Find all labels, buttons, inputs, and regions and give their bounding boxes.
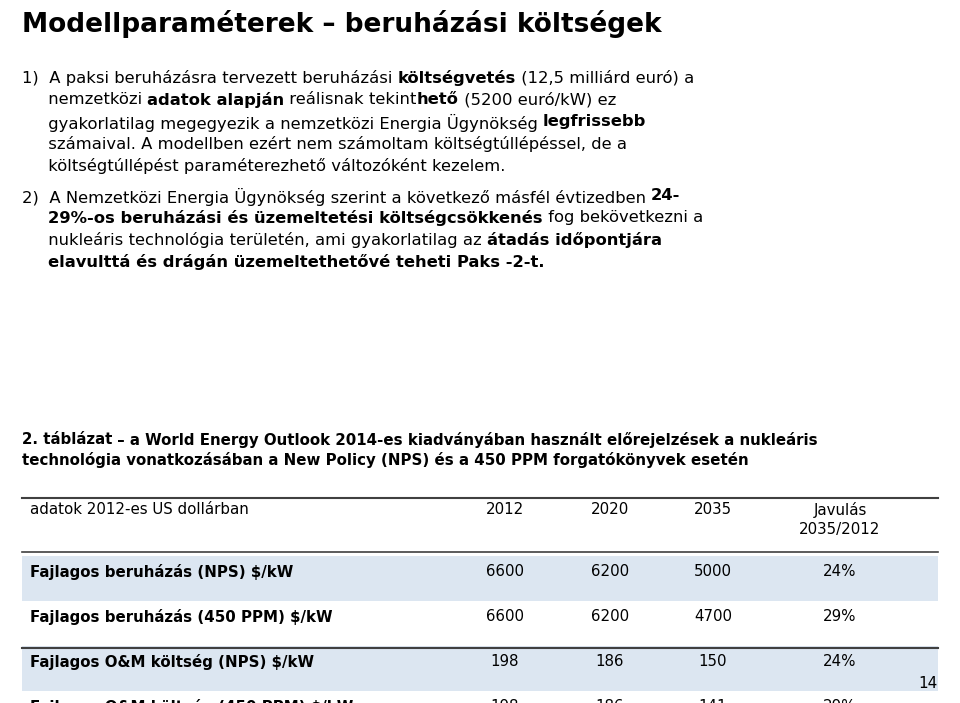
Text: 1)  A paksi beruházásra tervezett beruházási: 1) A paksi beruházásra tervezett beruház… [22, 70, 397, 86]
Text: elavulttá és drágán üzemeltethetővé teheti Paks -2-t.: elavulttá és drágán üzemeltethetővé tehe… [48, 254, 544, 270]
Text: gyakorlatilag megegyezik a nemzetközi Energia Ügynökség: gyakorlatilag megegyezik a nemzetközi En… [22, 114, 543, 132]
Bar [22, 691, 938, 703]
Text: költségtúllépést paraméterezhető változóként kezelem.: költségtúllépést paraméterezhető változó… [22, 158, 505, 174]
Text: 2035: 2035 [694, 502, 732, 517]
Text: 6600: 6600 [486, 609, 524, 624]
Text: 29%-os beruházási és üzemeltetési költségcsökkenés: 29%-os beruházási és üzemeltetési költsé… [48, 210, 542, 226]
Text: reálisnak tekint: reálisnak tekint [284, 92, 417, 107]
Text: átadás időpontjára: átadás időpontjára [487, 232, 662, 248]
Text: fog bekövetkezni a: fog bekövetkezni a [542, 210, 703, 225]
Text: 6200: 6200 [591, 564, 629, 579]
Text: 2)  A Nemzetközi Energia Ügynökség szerint a következő másfél évtizedben: 2) A Nemzetközi Energia Ügynökség szerin… [22, 188, 651, 206]
Text: 4700: 4700 [694, 609, 732, 624]
Text: Modellparaméterek – beruházási költségek: Modellparaméterek – beruházási költségek [22, 10, 661, 38]
Text: adatok alapján: adatok alapján [148, 92, 284, 108]
Text: 2035/2012: 2035/2012 [800, 522, 880, 537]
Text: 186: 186 [596, 699, 624, 703]
Text: számaival. A modellben ezért nem számoltam költségtúllépéssel, de a: számaival. A modellben ezért nem számolt… [22, 136, 627, 152]
Text: költségvetés: költségvetés [397, 70, 516, 86]
Text: 2012: 2012 [486, 502, 524, 517]
Text: 2020: 2020 [590, 502, 629, 517]
Text: 29%: 29% [824, 609, 856, 624]
Text: nukleáris technológia területén, ami gyakorlatilag az: nukleáris technológia területén, ami gya… [22, 232, 487, 248]
Text: legfrissebb: legfrissebb [543, 114, 646, 129]
Text: 141: 141 [699, 699, 728, 703]
Text: 2. táblázat: 2. táblázat [22, 432, 112, 447]
Text: 14: 14 [919, 676, 938, 691]
Text: 6200: 6200 [591, 609, 629, 624]
Text: 198: 198 [491, 699, 519, 703]
Bar [22, 646, 938, 691]
Text: 5000: 5000 [694, 564, 732, 579]
Text: nemzetközi: nemzetközi [22, 92, 148, 107]
Text: 198: 198 [491, 654, 519, 669]
Text: adatok 2012-es US dollárban: adatok 2012-es US dollárban [30, 502, 249, 517]
Bar [22, 601, 938, 646]
Text: 24%: 24% [824, 654, 856, 669]
Bar [22, 556, 938, 601]
Text: 29%: 29% [824, 699, 856, 703]
Text: hető: hető [417, 92, 459, 107]
Text: (12,5 milliárd euró) a: (12,5 milliárd euró) a [516, 70, 694, 86]
Text: technológia vonatkozásában a New Policy (NPS) és a 450 PPM forgatókönyvek esetén: technológia vonatkozásában a New Policy … [22, 452, 749, 468]
Text: Fajlagos O&M költség (NPS) $/kW: Fajlagos O&M költség (NPS) $/kW [30, 654, 314, 670]
Text: (5200 euró/kW) ez: (5200 euró/kW) ez [459, 92, 616, 108]
Text: 186: 186 [596, 654, 624, 669]
Text: Fajlagos beruházás (NPS) $/kW: Fajlagos beruházás (NPS) $/kW [30, 564, 293, 580]
Text: 24%: 24% [824, 564, 856, 579]
Text: Fajlagos beruházás (450 PPM) $/kW: Fajlagos beruházás (450 PPM) $/kW [30, 609, 332, 625]
Text: – a World Energy Outlook 2014-es kiadványában használt előrejelzések a nukleáris: – a World Energy Outlook 2014-es kiadván… [112, 432, 818, 448]
Text: 24-: 24- [651, 188, 681, 203]
Text: Fajlagos O&M költség (450 PPM) $/kW: Fajlagos O&M költség (450 PPM) $/kW [30, 699, 353, 703]
Text: 150: 150 [699, 654, 728, 669]
Text: 6600: 6600 [486, 564, 524, 579]
Text: Javulás: Javulás [813, 502, 867, 518]
